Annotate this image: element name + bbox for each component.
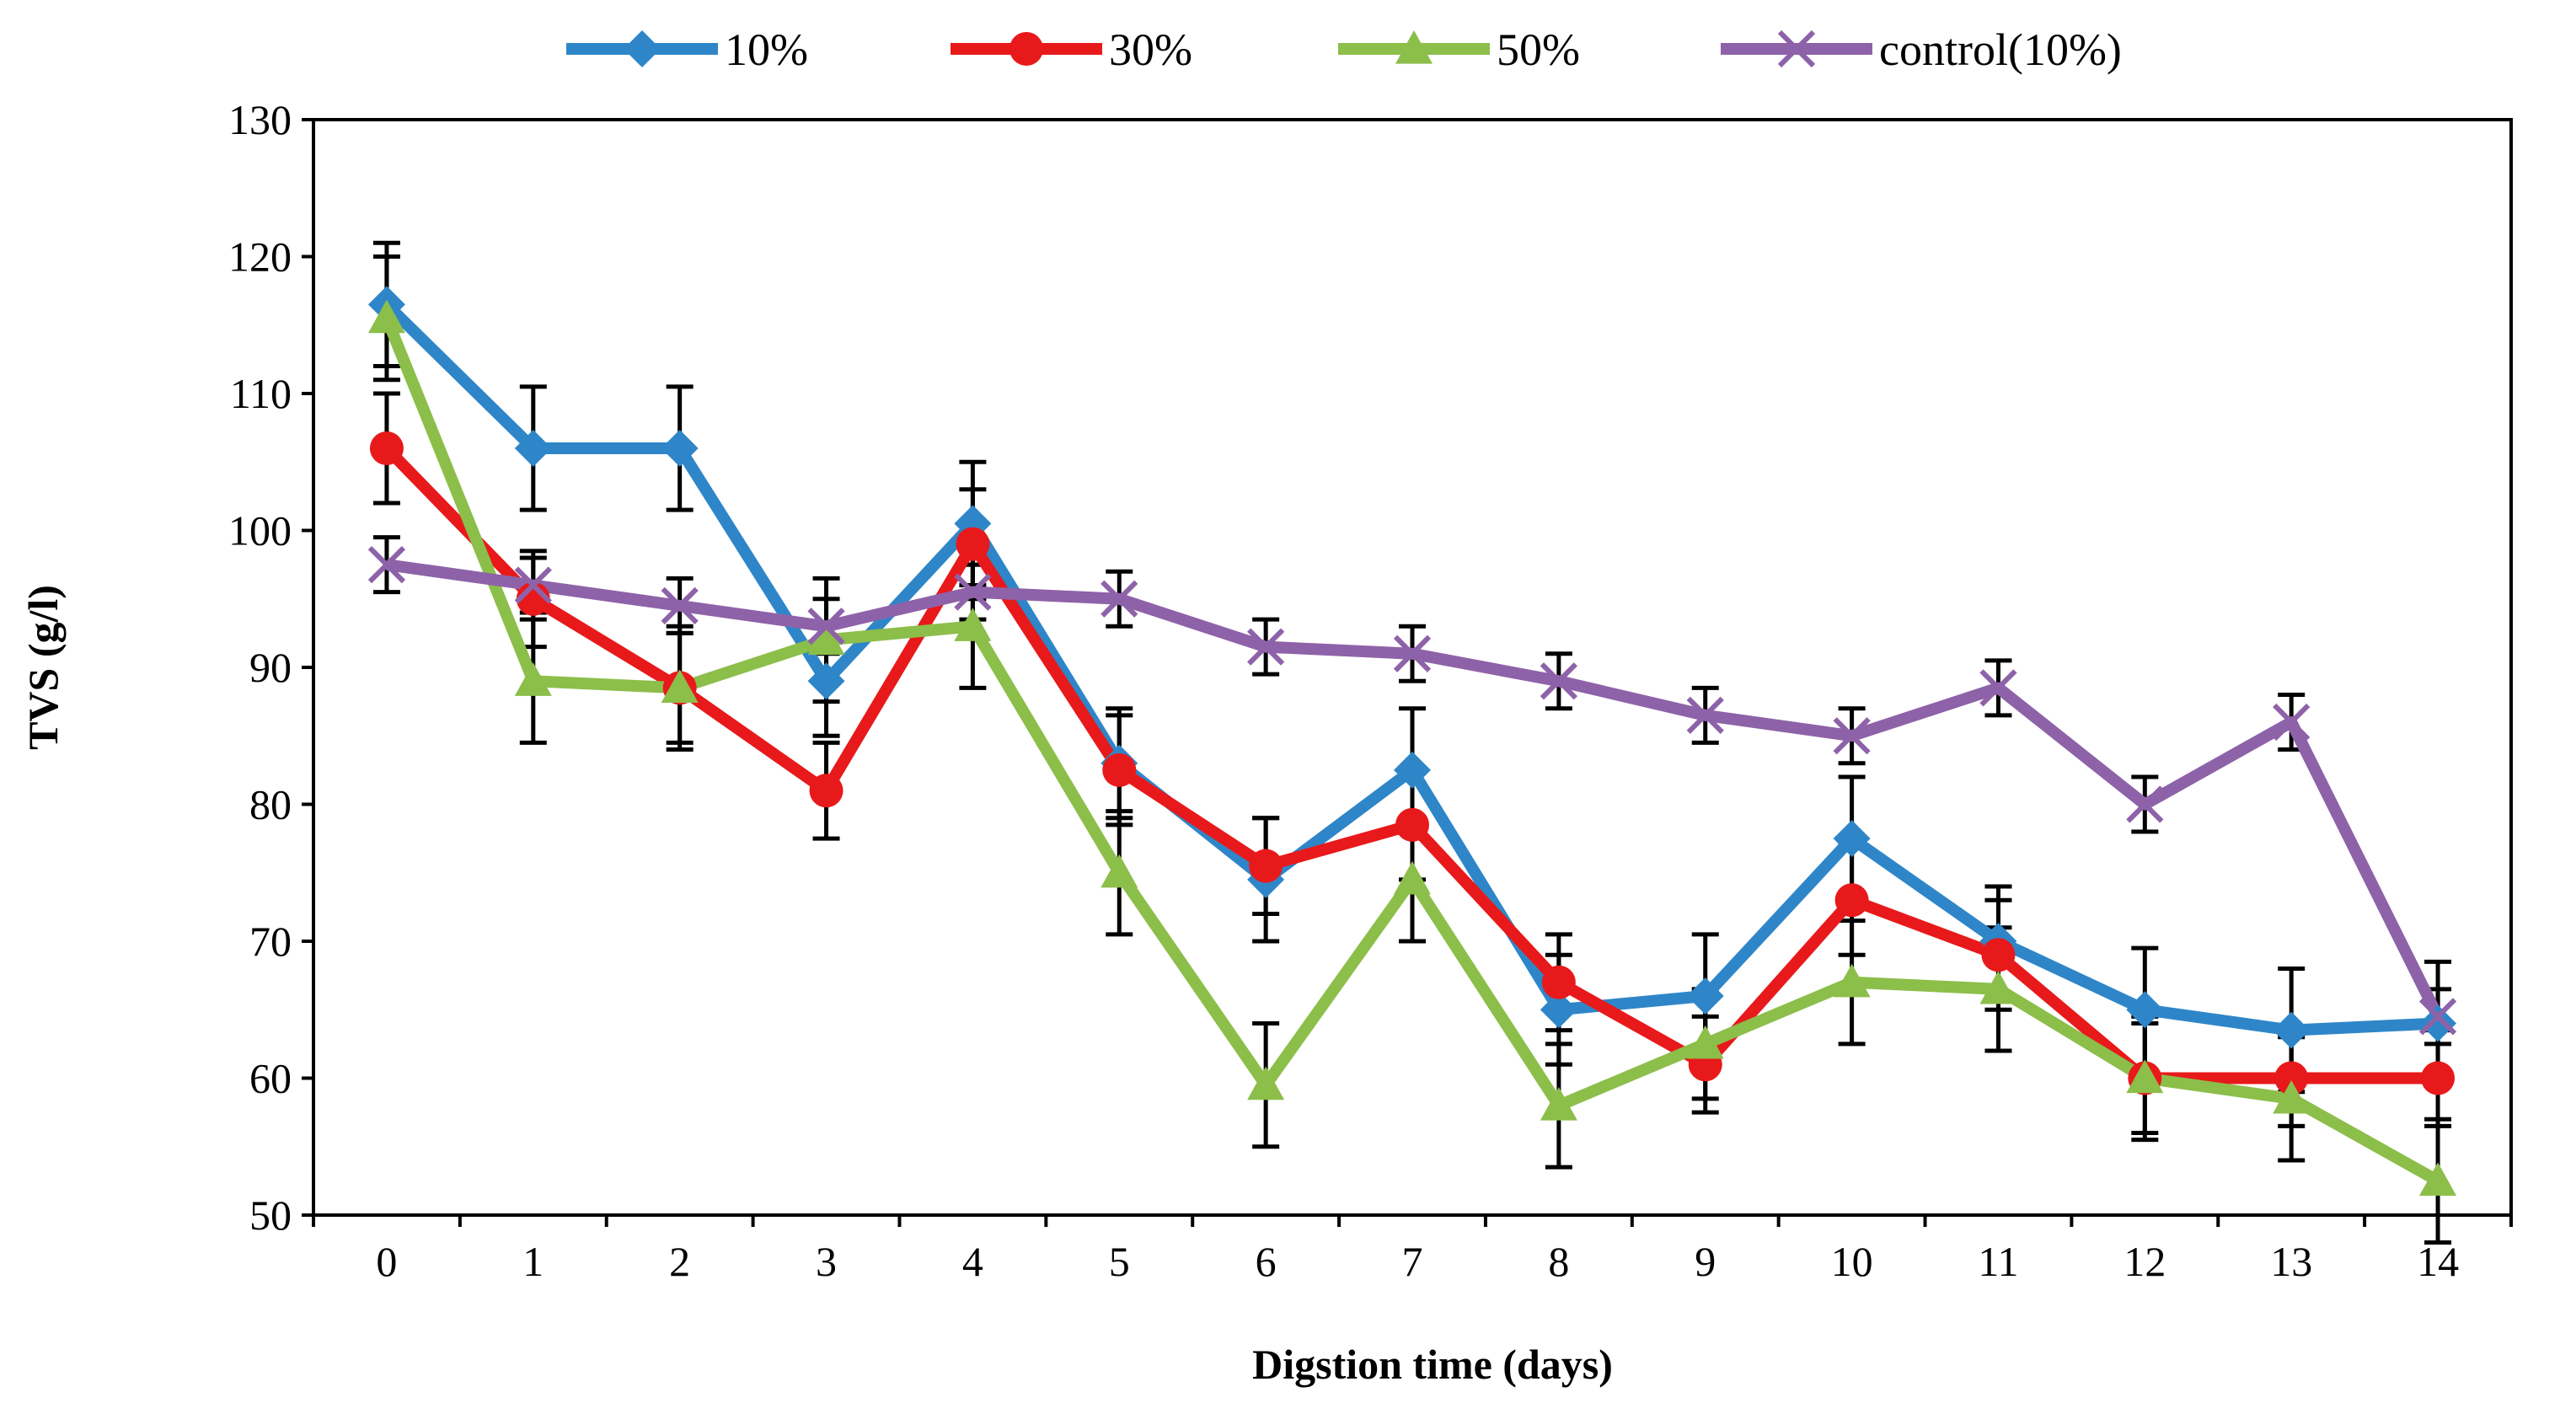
point-marker [661,586,699,624]
point-marker [2418,998,2457,1036]
point-marker [2126,1059,2164,1094]
legend: 10% 30% 50% control(10%) [566,24,2122,75]
point-marker [1834,883,1869,918]
point-marker [1395,807,1429,842]
x-tick-label: 0 [376,1238,397,1285]
point-marker [954,608,992,641]
markers [367,286,2457,1196]
y-axis-title: TVS (g/l) [19,585,67,750]
y-tick-label: 80 [249,781,292,828]
point-marker [1540,1087,1577,1121]
point-marker [1686,696,1724,734]
point-marker [954,573,992,611]
x-tick-label: 7 [1402,1238,1423,1285]
point-marker [2421,1061,2456,1095]
y-tick-label: 60 [249,1055,292,1102]
y-tick-label: 90 [249,644,292,691]
legend-entry: 50% [1338,24,1580,75]
x-tick-label: 12 [2123,1238,2166,1285]
point-marker [514,430,552,467]
point-marker [1833,717,1871,755]
point-marker [1247,628,1285,666]
point-marker [1393,635,1432,672]
x-tick-label: 14 [2417,1238,2459,1285]
point-marker [807,621,845,656]
point-marker [1540,662,1577,700]
legend-label: control(10%) [1879,24,2122,75]
point-marker [807,662,845,700]
point-marker [2273,1079,2311,1114]
point-marker [1010,32,1043,66]
point-marker [1777,29,1816,68]
x-tick-label: 5 [1109,1238,1130,1285]
point-marker [1833,820,1871,858]
point-marker [369,431,404,465]
point-marker [1394,751,1431,789]
point-marker [1979,669,2017,707]
y-tick-label: 70 [249,918,292,965]
y-tick-label: 130 [228,96,292,143]
x-tick-label: 3 [816,1238,837,1285]
point-marker [661,669,699,703]
point-marker [1101,854,1138,888]
point-marker [624,30,661,67]
point-marker [2126,785,2164,823]
y-axis: 50 60 70 80 90 100 110 120 130 [228,96,313,1239]
point-marker [1541,965,1576,999]
point-marker [1686,1025,1724,1059]
point-marker [956,527,990,561]
x-tick-label: 11 [1978,1238,2018,1285]
x-tick-label: 2 [669,1238,690,1285]
legend-label: 10% [725,24,808,75]
point-marker [2273,703,2311,742]
point-marker [1395,30,1433,64]
x-tick-label: 8 [1548,1238,1569,1285]
point-marker [1394,860,1431,895]
x-axis-title: Digstion time (days) [1252,1341,1613,1388]
point-marker [514,662,552,696]
point-marker [2419,1004,2457,1042]
point-marker [514,566,552,604]
point-marker [661,430,699,467]
x-tick-label: 13 [2270,1238,2312,1285]
x-tick-label: 10 [1831,1238,1873,1285]
x-tick-label: 6 [1256,1238,1277,1285]
point-marker [2419,1162,2457,1196]
point-marker [807,608,845,645]
y-tick-label: 110 [230,370,292,417]
legend-entry: control(10%) [1721,24,2122,75]
point-marker [1102,752,1137,787]
point-marker [2274,1061,2309,1095]
point-marker [1101,580,1138,618]
point-marker [2126,991,2164,1029]
point-marker [367,299,405,334]
point-marker [1833,963,1871,998]
point-marker [1979,970,2017,1004]
point-marker [1981,938,2016,972]
y-tick-label: 120 [228,233,292,281]
point-marker [367,546,406,584]
x-tick-label: 1 [522,1238,544,1285]
y-tick-label: 50 [249,1191,292,1239]
point-marker [1249,849,1283,883]
legend-label: 30% [1109,24,1192,75]
point-marker [1686,977,1724,1015]
x-tick-label: 9 [1695,1238,1716,1285]
x-axis: 0 1 2 3 4 5 6 7 8 9 10 11 12 13 14 [312,1215,2513,1285]
point-marker [1247,1066,1285,1100]
legend-entry: 10% [566,24,808,75]
y-tick-label: 100 [228,507,292,554]
point-marker [1540,991,1577,1029]
x-tick-label: 4 [962,1238,983,1285]
point-marker [2273,1011,2311,1049]
legend-entry: 30% [951,24,1192,75]
legend-label: 50% [1497,24,1580,75]
point-marker [809,774,843,808]
